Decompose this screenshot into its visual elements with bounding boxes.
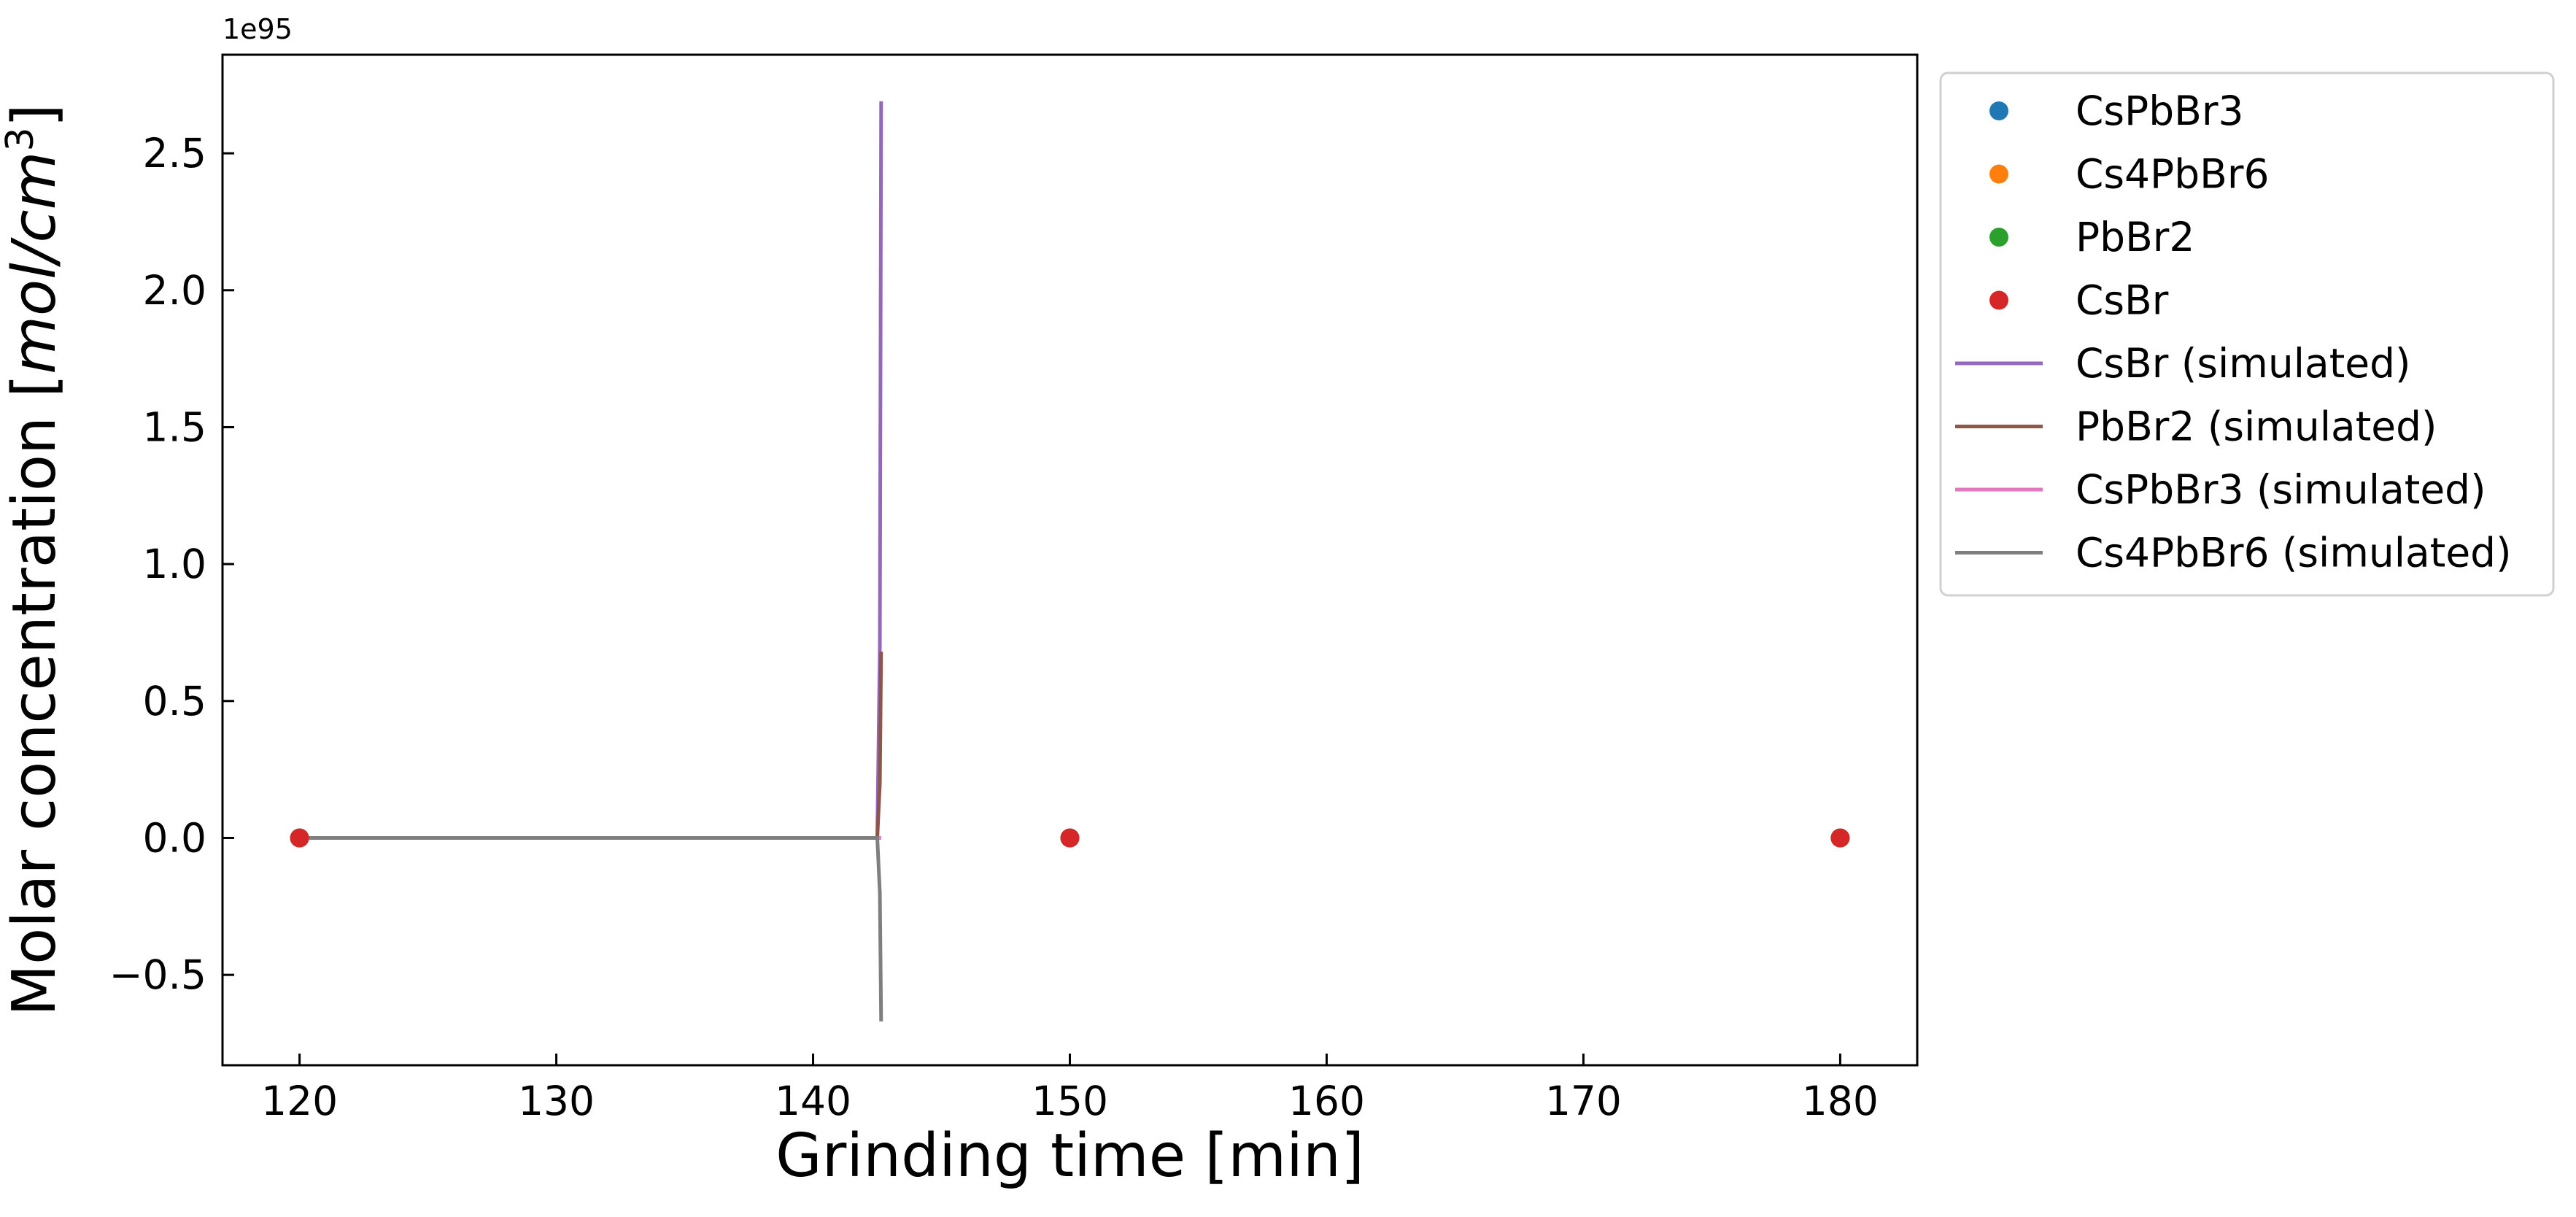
legend-label: CsBr xyxy=(2076,277,2169,324)
y-tick-label: 2.0 xyxy=(143,267,206,314)
legend-marker xyxy=(1989,101,2008,120)
legend: CsPbBr3 Cs4PbBr6 PbBr2 CsBr CsBr (simulated)… xyxy=(1939,72,2555,597)
y-axis: −0.5 0.0 0.5 1.0 1.5 2.0 2.5 xyxy=(109,130,234,998)
data-point xyxy=(1060,828,1080,848)
x-tick-label: 160 xyxy=(1288,1078,1365,1124)
y-tick-label: 1.5 xyxy=(143,403,206,450)
legend-label: PbBr2 (simulated) xyxy=(2076,403,2437,450)
x-tick-label: 120 xyxy=(261,1078,338,1124)
legend-label: PbBr2 xyxy=(2076,214,2194,260)
y-offset-label: 1e95 xyxy=(223,13,293,45)
y-axis-title-exponent: 3 xyxy=(0,127,42,151)
y-axis-title-close: ] xyxy=(0,104,69,127)
legend-box xyxy=(1939,72,2555,597)
y-tick-label: 1.0 xyxy=(143,541,206,587)
series-line xyxy=(299,835,883,1021)
y-axis-title-unit: mol/cm xyxy=(0,151,69,374)
plot-frame xyxy=(221,53,1919,1067)
x-tick-label: 170 xyxy=(1545,1078,1622,1124)
legend-label: CsBr (simulated) xyxy=(2076,340,2410,387)
y-tick-label: 0.0 xyxy=(143,814,206,861)
y-axis-title-text: Molar concentration [ xyxy=(0,374,69,1016)
legend-marker xyxy=(1989,164,2008,184)
x-tick-label: 130 xyxy=(518,1078,595,1124)
legend-label: CsPbBr3 (simulated) xyxy=(2076,466,2486,513)
data-point xyxy=(290,828,309,848)
x-tick-label: 140 xyxy=(775,1078,851,1124)
legend-marker xyxy=(1989,228,2008,247)
legend-label: Cs4PbBr6 xyxy=(2076,151,2269,198)
legend-label: Cs4PbBr6 (simulated) xyxy=(2076,530,2512,576)
legend-marker xyxy=(1989,290,2008,310)
y-tick-label: 2.5 xyxy=(143,130,206,177)
series-line xyxy=(299,652,883,840)
y-tick-label: −0.5 xyxy=(109,951,206,998)
data-point xyxy=(1830,828,1850,848)
plot-content xyxy=(290,101,1850,1021)
y-axis-title: Molar concentration [mol/cm3] xyxy=(0,104,69,1016)
x-axis-title: Grinding time [min] xyxy=(775,1121,1364,1191)
legend-label: CsPbBr3 xyxy=(2076,88,2243,134)
series-line xyxy=(299,101,883,840)
x-axis: 120 130 140 150 160 170 180 xyxy=(261,1054,1879,1124)
x-tick-label: 180 xyxy=(1802,1078,1879,1124)
y-tick-label: 0.5 xyxy=(143,678,206,725)
x-tick-label: 150 xyxy=(1032,1078,1108,1124)
